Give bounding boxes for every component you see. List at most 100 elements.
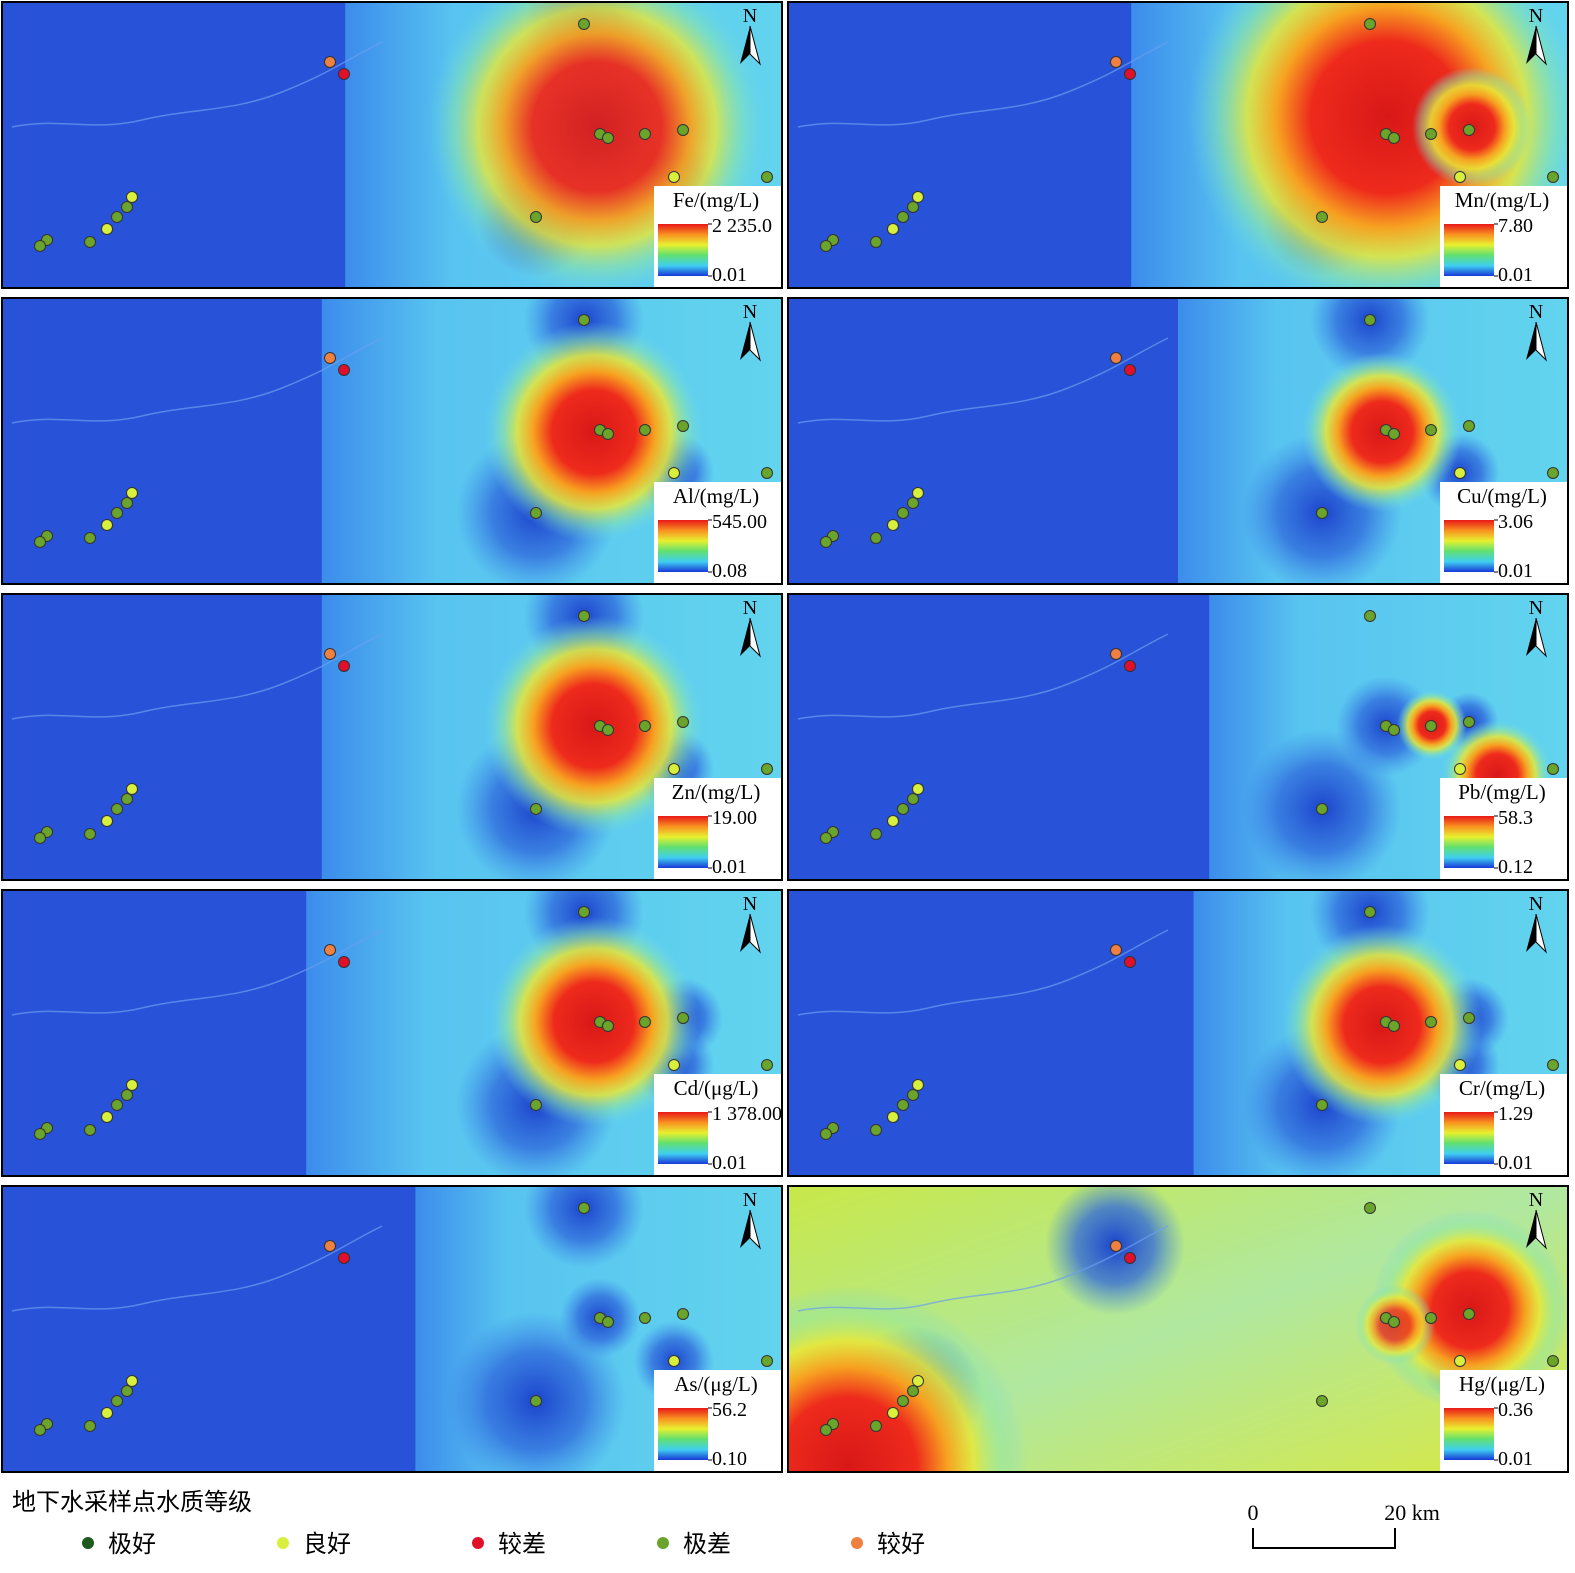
panel-frame <box>1 1 783 289</box>
sample-point <box>1388 428 1400 440</box>
sample-point <box>820 1424 832 1436</box>
colorbar-max: 0.36 <box>1498 1399 1533 1421</box>
sample-point <box>912 1079 924 1091</box>
sample-point <box>1463 716 1475 728</box>
colorbar-title: Zn/(mg/L) <box>672 780 761 804</box>
colorbar-max: 1.29 <box>1498 1103 1533 1125</box>
sample-point <box>1316 803 1328 815</box>
panel-frame <box>1 297 783 585</box>
sample-point <box>870 236 882 248</box>
sample-point <box>668 763 680 775</box>
colorbar-max: 56.2 <box>712 1399 747 1421</box>
sample-point <box>677 1308 689 1320</box>
river <box>11 337 383 424</box>
panel-frame <box>787 1185 1569 1473</box>
map-panel: N Fe/(mg/L) 2 235.0 0.01 <box>2 2 782 288</box>
legend-title: 地下水采样点水质等级 <box>12 1489 252 1516</box>
sample-point <box>530 1395 542 1407</box>
north-arrow <box>740 1210 750 1248</box>
sample-point <box>761 171 773 183</box>
sample-point <box>578 18 590 30</box>
sample-point <box>84 1124 96 1136</box>
sample-point <box>907 793 919 805</box>
sample-point <box>668 467 680 479</box>
river <box>797 41 1169 128</box>
north-arrow <box>749 617 761 658</box>
legend-marker <box>277 1537 289 1549</box>
sample-point <box>639 1312 651 1324</box>
sample-point <box>677 420 689 432</box>
colorbar-max: 545.00 <box>712 511 767 533</box>
sample-point <box>121 497 133 509</box>
panel-frame <box>787 889 1569 1177</box>
sample-point <box>530 507 542 519</box>
sample-point <box>1364 18 1376 30</box>
sample-point <box>101 1407 113 1419</box>
sample-point <box>897 803 909 815</box>
legend-marker <box>472 1537 484 1549</box>
river <box>797 1225 1169 1312</box>
sample-point <box>121 1385 133 1397</box>
river <box>11 1225 383 1312</box>
sample-point <box>324 648 336 660</box>
sample-point <box>1124 660 1136 672</box>
sample-point <box>1425 720 1437 732</box>
sample-point <box>602 428 614 440</box>
sample-point <box>668 1355 680 1367</box>
sample-point <box>820 1128 832 1140</box>
sample-point <box>34 240 46 252</box>
north-arrow <box>1526 618 1536 656</box>
legend-label: 极好 <box>108 1531 156 1558</box>
sample-point <box>1547 171 1559 183</box>
colorbar <box>1444 1112 1494 1164</box>
sample-point <box>761 1355 773 1367</box>
colorbar-max: 3.06 <box>1498 511 1533 533</box>
river <box>797 633 1169 720</box>
sample-point <box>126 1375 138 1387</box>
sample-point <box>907 1089 919 1101</box>
sample-point <box>111 1395 123 1407</box>
sample-point <box>820 832 832 844</box>
colorbar-title: Mn/(mg/L) <box>1455 188 1550 212</box>
sample-point <box>907 1385 919 1397</box>
sample-point <box>1316 1395 1328 1407</box>
sample-point <box>1110 352 1122 364</box>
colorbar-min: 0.01 <box>712 264 747 286</box>
sample-point <box>887 519 899 531</box>
sample-point <box>338 1252 350 1264</box>
sample-point <box>820 240 832 252</box>
north-label: N <box>1529 5 1543 27</box>
north-arrow <box>1526 322 1536 360</box>
sample-point <box>887 1407 899 1419</box>
sample-point <box>1454 1059 1466 1071</box>
colorbar <box>658 1112 708 1164</box>
colorbar-min: 0.10 <box>712 1448 747 1470</box>
north-arrow <box>740 618 750 656</box>
panel-frame <box>1 1185 783 1473</box>
north-arrow <box>740 26 750 64</box>
north-arrow <box>749 1209 761 1250</box>
north-label: N <box>1529 893 1543 915</box>
river <box>11 633 383 720</box>
map-panel: N Cu/(mg/L) 3.06 0.01 <box>788 298 1568 584</box>
colorbar-max: 2 235.0 <box>712 215 772 237</box>
legend-marker <box>657 1537 669 1549</box>
sample-point <box>1547 1059 1559 1071</box>
sample-point <box>887 1111 899 1123</box>
sample-point <box>1454 763 1466 775</box>
sample-point <box>578 314 590 326</box>
sample-point <box>897 211 909 223</box>
sample-point <box>912 191 924 203</box>
north-label: N <box>743 5 757 27</box>
map-panel: N Al/(mg/L) 545.00 0.08 <box>2 298 782 584</box>
north-label: N <box>743 301 757 323</box>
sample-point <box>530 1099 542 1111</box>
sample-point <box>668 1059 680 1071</box>
sample-point <box>1124 1252 1136 1264</box>
map-panel: N As/(μg/L) 56.2 0.10 <box>2 1186 782 1472</box>
colorbar-title: Cd/(μg/L) <box>674 1076 759 1100</box>
colorbar-min: 0.01 <box>712 1152 747 1174</box>
sample-point <box>897 1395 909 1407</box>
north-arrow <box>749 913 761 954</box>
sample-point <box>761 467 773 479</box>
